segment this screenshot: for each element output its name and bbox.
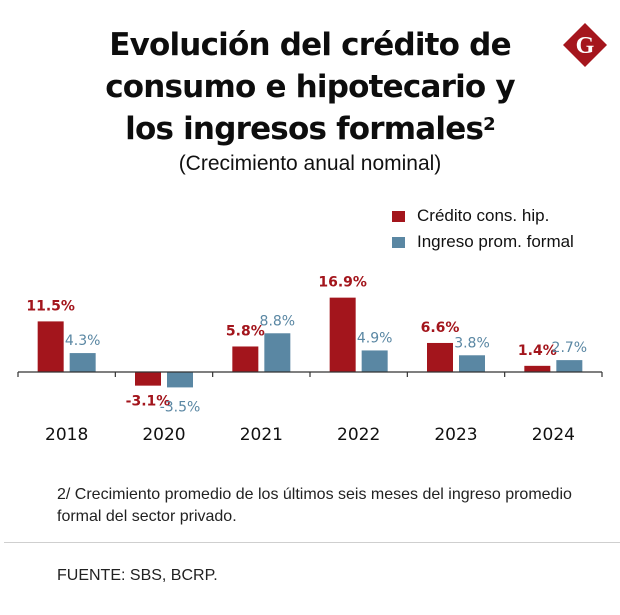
title-line-2: consumo e hipotecario y	[105, 69, 515, 105]
legend-item-ingreso: Ingreso prom. formal	[392, 229, 574, 255]
title-line-1: Evolución del crédito de	[109, 27, 511, 63]
data-label-ingreso-2021: 8.8%	[260, 313, 296, 329]
legend-label-credito: Crédito cons. hip.	[417, 206, 550, 225]
source-note: FUENTE: SBS, BCRP.	[57, 567, 218, 584]
bar-ingreso-2020	[167, 372, 193, 388]
bar-credito-2021	[232, 346, 259, 372]
legend-swatch-credito	[392, 210, 405, 222]
chart-subtitle: (Crecimiento anual nominal)	[178, 152, 442, 175]
bar-ingreso-2023	[459, 355, 485, 372]
bar-credito-2018	[37, 321, 64, 372]
bar-ingreso-2022	[361, 350, 388, 372]
data-label-credito-2018: 11.5%	[26, 298, 75, 314]
bar-credito-2024	[524, 365, 551, 372]
x-tick-label-2018: 2018	[45, 425, 88, 445]
title-line-3-text: los ingresos formales	[125, 111, 484, 147]
chart-title: Evolución del crédito de consumo e hipot…	[0, 24, 620, 150]
title-footnote-marker: 2	[483, 114, 496, 135]
x-tick-label-2021: 2021	[240, 425, 283, 445]
x-tick-label-2022: 2022	[337, 425, 380, 445]
chart-legend: Crédito cons. hip. Ingreso prom. formal	[392, 203, 574, 255]
logo-letter: G	[576, 33, 595, 59]
data-label-ingreso-2023: 3.8%	[454, 335, 490, 351]
x-tick-label-2020: 2020	[142, 425, 185, 445]
bar-credito-2023	[427, 342, 453, 372]
data-label-credito-2021: 5.8%	[226, 323, 265, 339]
bar-credito-2022	[329, 297, 356, 372]
data-label-credito-2023: 6.6%	[421, 320, 460, 336]
footnote: 2/ Crecimiento promedio de los últimos s…	[57, 486, 572, 525]
data-label-credito-2022: 16.9%	[318, 275, 367, 291]
x-tick-label-2023: 2023	[434, 425, 477, 445]
legend-item-credito: Crédito cons. hip.	[392, 203, 574, 229]
divider	[4, 542, 620, 543]
data-label-credito-2024: 1.4%	[518, 343, 557, 359]
logo-diamond	[563, 23, 607, 67]
title-line-3: los ingresos formales2	[0, 108, 620, 150]
bar-ingreso-2018	[69, 353, 96, 372]
g-diamond-logo-icon: G	[563, 23, 607, 67]
bar-chart: 11.5% 4.3% 2018 -3.1%-3.5% 2020 5.8%8.8% 2021 1…	[17, 275, 603, 445]
data-label-ingreso-2020: -3.5%	[160, 399, 201, 415]
data-label-credito-2020: -3.1%	[126, 394, 171, 410]
bar-ingreso-2024	[556, 360, 583, 372]
data-label-ingreso-2018: 4.3%	[65, 333, 101, 349]
bar-credito-2020	[135, 372, 161, 386]
data-label-ingreso-2024: 2.7%	[552, 340, 588, 356]
data-label-ingreso-2022: 4.9%	[357, 330, 393, 346]
legend-label-ingreso: Ingreso prom. formal	[417, 232, 574, 251]
bar-ingreso-2021	[264, 333, 291, 372]
x-tick-label-2024: 2024	[532, 425, 575, 445]
legend-swatch-ingreso	[392, 236, 405, 248]
